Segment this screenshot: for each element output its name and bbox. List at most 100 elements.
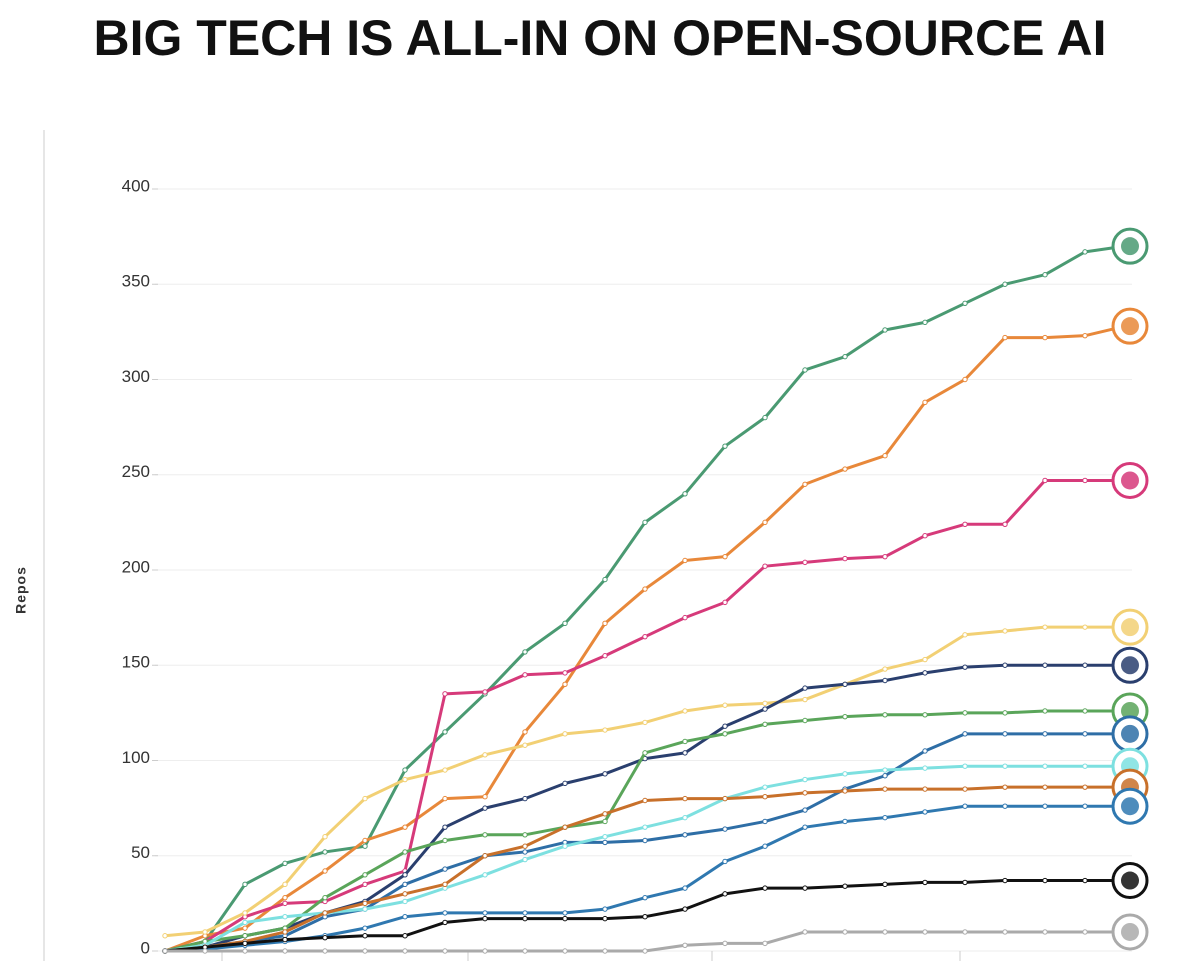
series-point (1002, 877, 1008, 884)
series-point (602, 653, 608, 659)
series-point (1002, 803, 1008, 809)
series-point (762, 940, 768, 947)
series-point (442, 767, 448, 773)
series-point (842, 353, 848, 360)
series-point (1042, 763, 1048, 769)
series-point (282, 881, 288, 888)
series-point (602, 576, 608, 583)
series-point (682, 795, 688, 802)
series-point (802, 776, 808, 783)
series-line (165, 930, 1125, 953)
series-point (802, 559, 808, 566)
series-point (442, 795, 448, 802)
series-point (322, 834, 328, 840)
series-point (642, 719, 648, 726)
series-point (562, 670, 568, 676)
series-point (1002, 784, 1008, 790)
series-point (842, 929, 848, 935)
series-point (922, 319, 928, 326)
series-point (802, 790, 808, 796)
series-point (1042, 477, 1048, 484)
series-point (362, 837, 368, 844)
series-point (522, 672, 528, 678)
series-point (962, 632, 968, 638)
series-point (1082, 477, 1088, 484)
series-point (1082, 249, 1088, 255)
series-point (602, 620, 608, 627)
series-icon-core (1121, 317, 1139, 336)
series-point (402, 824, 408, 830)
series-point (322, 910, 328, 916)
series-point (962, 879, 968, 886)
series-point (242, 948, 248, 954)
series-point (882, 786, 888, 792)
series-point (402, 776, 408, 783)
series-point (522, 849, 528, 855)
series-point (762, 721, 768, 728)
series-point (882, 677, 888, 684)
series-point (922, 533, 928, 539)
series-point (1082, 877, 1088, 884)
series-point (1082, 803, 1088, 809)
series-point (922, 656, 928, 663)
series-point (1002, 763, 1008, 769)
series-point (1082, 731, 1088, 737)
series-point (602, 771, 608, 777)
series-point (682, 814, 688, 821)
series-point (242, 919, 248, 926)
series-icon-core (1121, 701, 1139, 720)
series-point (362, 948, 368, 954)
series-point (802, 367, 808, 373)
series-point (842, 771, 848, 777)
series-point (1002, 929, 1008, 935)
series-point (682, 942, 688, 948)
series-point (322, 948, 328, 954)
series-point (642, 586, 648, 592)
series-point (1082, 662, 1088, 668)
series-point (402, 948, 408, 954)
series-point (482, 910, 488, 916)
series-point (1002, 710, 1008, 716)
series-point (282, 900, 288, 907)
y-tick-label: 250 (122, 462, 150, 481)
series-point (522, 742, 528, 748)
series-point (402, 891, 408, 897)
series-point (962, 521, 968, 527)
series-point (1002, 731, 1008, 737)
series-point (842, 681, 848, 687)
series-point (402, 914, 408, 920)
series-point (882, 666, 888, 672)
series-point (922, 809, 928, 815)
series-point (562, 948, 568, 954)
series-point (762, 818, 768, 825)
series-point (922, 748, 928, 754)
series-point (362, 843, 368, 849)
series-point (482, 689, 488, 695)
series-point (922, 929, 928, 935)
series-point (362, 881, 368, 888)
series-icon-core (1121, 618, 1139, 637)
series-point (682, 708, 688, 714)
series-point (402, 881, 408, 888)
series-point (882, 712, 888, 718)
series-point (402, 933, 408, 939)
series-point (842, 555, 848, 562)
series-icon-core (1121, 797, 1139, 816)
series-point (962, 763, 968, 769)
series-point (882, 553, 888, 560)
series-point (322, 934, 328, 941)
series-point (1042, 624, 1048, 630)
series-point (722, 702, 728, 708)
series-point (922, 712, 928, 718)
series-point (402, 898, 408, 905)
series-point (482, 915, 488, 922)
series-point (202, 929, 208, 935)
series-point (642, 633, 648, 640)
series-point (522, 843, 528, 849)
series-point (1042, 334, 1048, 341)
series-point (362, 900, 368, 907)
series-icon-core (1121, 656, 1139, 675)
series-point (1082, 763, 1088, 769)
series-point (442, 919, 448, 926)
